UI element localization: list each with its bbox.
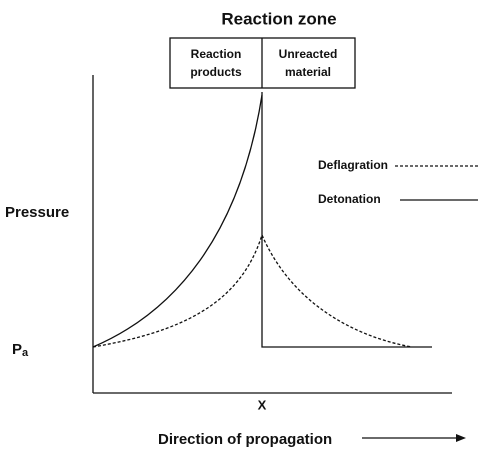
zone-label: products <box>190 65 242 79</box>
arrow-head <box>456 434 466 442</box>
pa-sub: a <box>22 347 29 359</box>
legend-label: Detonation <box>318 192 381 206</box>
y-axis-label: Pressure <box>5 204 69 221</box>
deflagration-curve <box>92 233 413 348</box>
x-axis-label: Direction of propagation <box>158 431 332 448</box>
zone-label: Reaction <box>191 47 242 61</box>
zone-label: material <box>285 65 331 79</box>
title: Reaction zone <box>221 9 336 28</box>
pa-label: Pa <box>12 341 29 359</box>
x-marker: X <box>258 397 267 412</box>
pa-main: P <box>12 341 22 358</box>
zone-label: Unreacted <box>279 47 338 61</box>
detonation-curve <box>92 94 263 348</box>
legend-label: Deflagration <box>318 158 388 172</box>
detonation-front <box>261 92 432 348</box>
